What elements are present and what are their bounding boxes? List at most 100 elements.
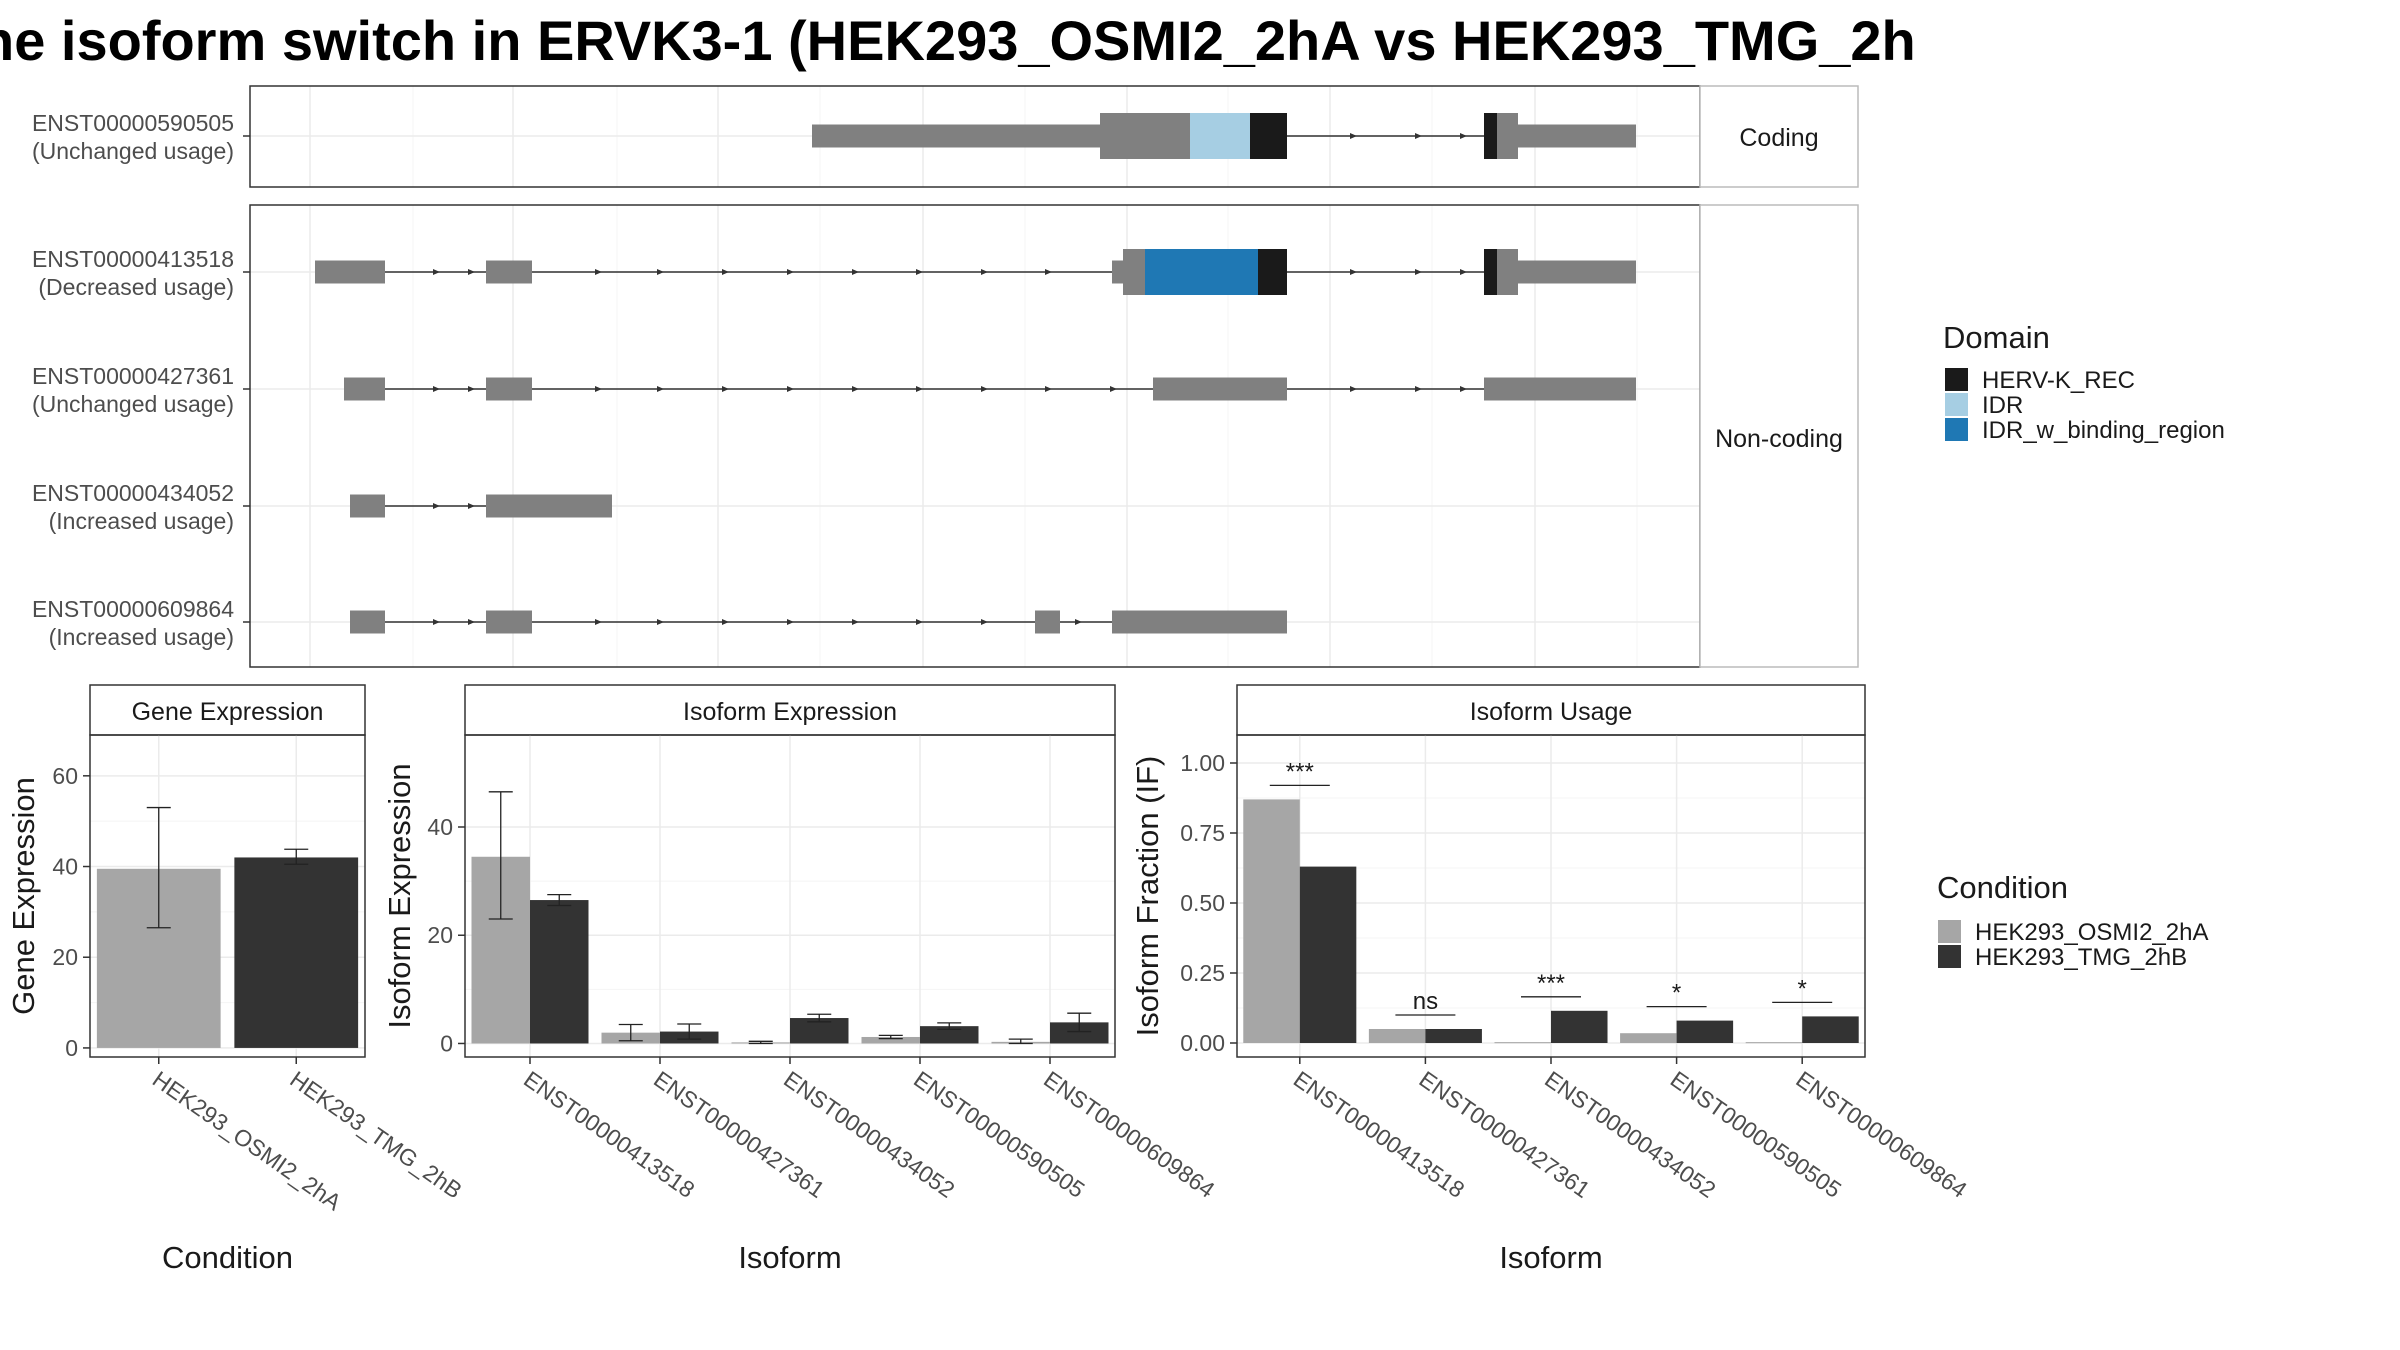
x-axis-title: Condition [162,1240,293,1275]
intron-direction-arrow [787,269,794,275]
exon [486,260,532,284]
transcript-ENST00000590505 [812,113,1636,159]
intron-direction-arrow [468,386,475,392]
bar [1620,1033,1677,1043]
intron-direction-arrow [468,619,475,625]
bar-panel-3: Isoform Usage***ns*** * *0.000.250.500.751… [1130,684,1972,1275]
condition-legend-key [1938,920,1961,943]
domain-HERV-K_REC [1250,113,1287,159]
intron-direction-arrow [787,386,794,392]
intron-direction-arrow [657,269,664,275]
bar [1368,1029,1426,1043]
bar [234,857,359,1048]
domain-legend-label: IDR [1982,392,2023,419]
bar [1551,1010,1608,1043]
exon [1484,377,1636,401]
exon [486,494,612,518]
x-axis-title: Isoform [738,1240,841,1275]
noncoding-facet-strip [1699,204,1859,668]
panel-title-strip [89,684,366,736]
panel-title: Gene Expression [132,698,324,726]
domain-legend-key [1945,418,1968,441]
domain-HERV-K_REC [1258,249,1287,295]
intron-direction-arrow [916,269,923,275]
intron-direction-arrow [595,269,602,275]
domain-legend-title: Domain [1943,320,2050,355]
intron-direction-arrow [1350,133,1357,139]
intron-direction-arrow [981,269,988,275]
y-tick-label: 40 [52,854,78,880]
noncoding-panel [250,205,1700,667]
y-tick-label: 0.50 [1180,890,1225,916]
y-axis-title: Isoform Expression [382,763,417,1028]
intron-direction-arrow [1350,269,1357,275]
intron-direction-arrow [787,619,794,625]
exon [1518,124,1636,148]
bar [1243,799,1300,1043]
transcript-usage-label: (Decreased usage) [38,274,234,300]
bar [1494,1042,1551,1044]
transcript-usage-label: (Increased usage) [49,508,234,534]
intron-direction-arrow [722,619,729,625]
transcript-id-label: ENST00000434052 [32,480,234,506]
intron-direction-arrow [1075,619,1082,625]
intron-direction-arrow [433,503,440,509]
intron-direction-arrow [916,619,923,625]
panel-border [89,734,366,1058]
chart-title: ne isoform switch in ERVK3-1 (HEK293_OSM… [0,8,2400,78]
condition-legend-title: Condition [1937,870,2068,905]
exon [812,124,1100,148]
domain-legend-label: IDR_w_binding_region [1982,417,2225,444]
bar [1802,1016,1859,1043]
exon [1035,610,1060,634]
transcript-id-label: ENST00000609864 [32,596,234,622]
y-tick-label: 0.75 [1180,820,1225,846]
intron-direction-arrow [1415,269,1422,275]
significance-label: *** [1537,970,1565,997]
intron-direction-arrow [433,619,440,625]
panel-title: Isoform Expression [683,698,897,726]
exon [1518,260,1636,284]
y-axis-title: Isoform Fraction (IF) [1130,756,1165,1037]
domain-IDR_w_binding_region [1145,249,1258,295]
bar [1425,1029,1482,1043]
exon [350,494,385,518]
bar [1050,1022,1109,1044]
bar [1745,1042,1803,1044]
intron-direction-arrow [1460,386,1467,392]
transcript-ENST00000427361 [344,377,1636,401]
bar-panel-2: Isoform Expression02040ENST00000413518EN… [382,684,1220,1275]
exon [1112,610,1287,634]
significance-label: * [1672,980,1681,1007]
exon [344,377,385,401]
exon [315,260,385,284]
condition-legend-key [1938,945,1961,968]
y-tick-label: 0.00 [1180,1030,1225,1056]
intron-direction-arrow [468,503,475,509]
intron-direction-arrow [433,269,440,275]
y-tick-label: 60 [52,763,78,789]
domain-legend-key [1945,368,1968,391]
domain-IDR [1190,113,1250,159]
intron-direction-arrow [722,386,729,392]
intron-direction-arrow [1415,133,1422,139]
panel-title-strip [1236,684,1866,736]
intron-direction-arrow [1110,386,1117,392]
significance-label: *** [1286,758,1314,785]
condition-legend-label: HEK293_OSMI2_2hA [1975,919,2208,946]
y-tick-label: 1.00 [1180,750,1225,776]
y-tick-label: 0 [65,1035,78,1061]
intron-direction-arrow [1415,386,1422,392]
transcript-id-label: ENST00000413518 [32,246,234,272]
transcript-usage-label: (Unchanged usage) [32,391,234,417]
y-tick-label: 20 [427,922,453,948]
intron-direction-arrow [981,386,988,392]
intron-direction-arrow [722,269,729,275]
domain-HERV-K_REC [1484,113,1497,159]
bar [530,900,589,1044]
panel-background [250,205,1700,667]
coding-facet-strip [1699,85,1859,188]
intron-direction-arrow [1460,133,1467,139]
exon [486,610,532,634]
